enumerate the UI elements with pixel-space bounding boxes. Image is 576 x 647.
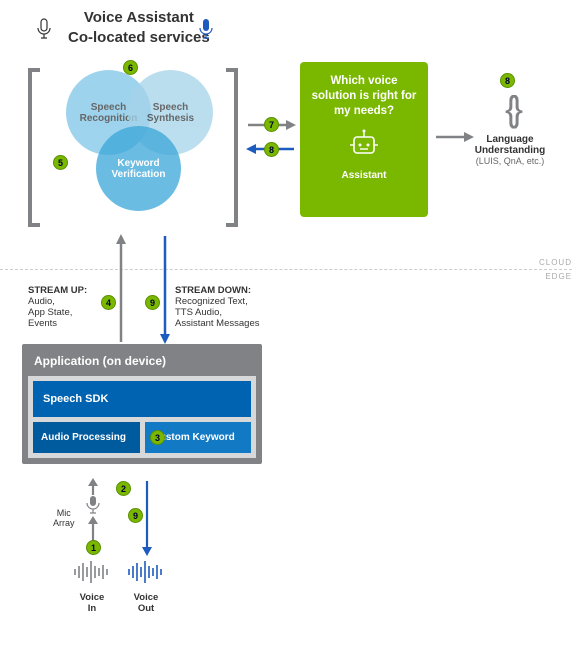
- badge-8b: 8: [500, 73, 515, 88]
- microphone-icon: [198, 18, 214, 40]
- badge-7: 7: [264, 117, 279, 132]
- robot-icon: [346, 129, 382, 161]
- arrow-assistant-to-lang: [434, 130, 474, 144]
- cloud-edge-divider: CLOUDEDGE: [0, 258, 572, 281]
- voice-out-label: Voice Out: [126, 592, 166, 614]
- badge-4: 4: [101, 295, 116, 310]
- braces-icon: { }: [470, 88, 550, 130]
- arrow-mic-up: [86, 478, 100, 496]
- mic-array-label: Mic Array: [53, 498, 75, 528]
- colocated-services-venn: Speech Recognition Speech Synthesis Keyw…: [28, 60, 238, 235]
- badge-8a: 8: [264, 142, 279, 157]
- assistant-label: Assistant: [310, 170, 418, 181]
- speech-sdk-box: Speech SDK: [33, 381, 251, 417]
- mic-array-icon: [86, 495, 100, 515]
- application-header: Application (on device): [28, 350, 256, 376]
- badge-2: 2: [116, 481, 131, 496]
- badge-5: 5: [53, 155, 68, 170]
- assistant-box: Which voice solution is right for my nee…: [300, 62, 428, 217]
- waveform-voice-in-icon: [72, 560, 112, 584]
- audio-processing-box: Audio Processing: [33, 422, 140, 453]
- bracket-right: [226, 68, 238, 227]
- waveform-voice-out-icon: [126, 560, 166, 584]
- arrow-stream-down: [158, 234, 172, 344]
- keyword-verification-circle: Keyword Verification: [96, 126, 181, 211]
- badge-9a: 9: [145, 295, 160, 310]
- badge-3: 3: [150, 430, 165, 445]
- language-understanding-block: { } Language Understanding (LUIS, QnA, e…: [470, 88, 550, 166]
- stream-down-label: STREAM DOWN: Recognized Text, TTS Audio,…: [175, 285, 285, 329]
- bracket-left: [28, 68, 40, 227]
- diagram-title: Voice AssistantCo-located services: [68, 8, 210, 47]
- assistant-question: Which voice solution is right for my nee…: [310, 74, 418, 119]
- application-panel: Application (on device) Speech SDK Audio…: [22, 344, 262, 464]
- voice-in-label: Voice In: [72, 592, 112, 614]
- badge-9b: 9: [128, 508, 143, 523]
- badge-6: 6: [123, 60, 138, 75]
- application-body: Speech SDK Audio Processing Custom Keywo…: [28, 376, 256, 458]
- microphone-icon: [36, 18, 52, 40]
- stream-up-label: STREAM UP: Audio, App State, Events: [28, 285, 108, 329]
- badge-1: 1: [86, 540, 101, 555]
- arrow-stream-up: [114, 234, 128, 344]
